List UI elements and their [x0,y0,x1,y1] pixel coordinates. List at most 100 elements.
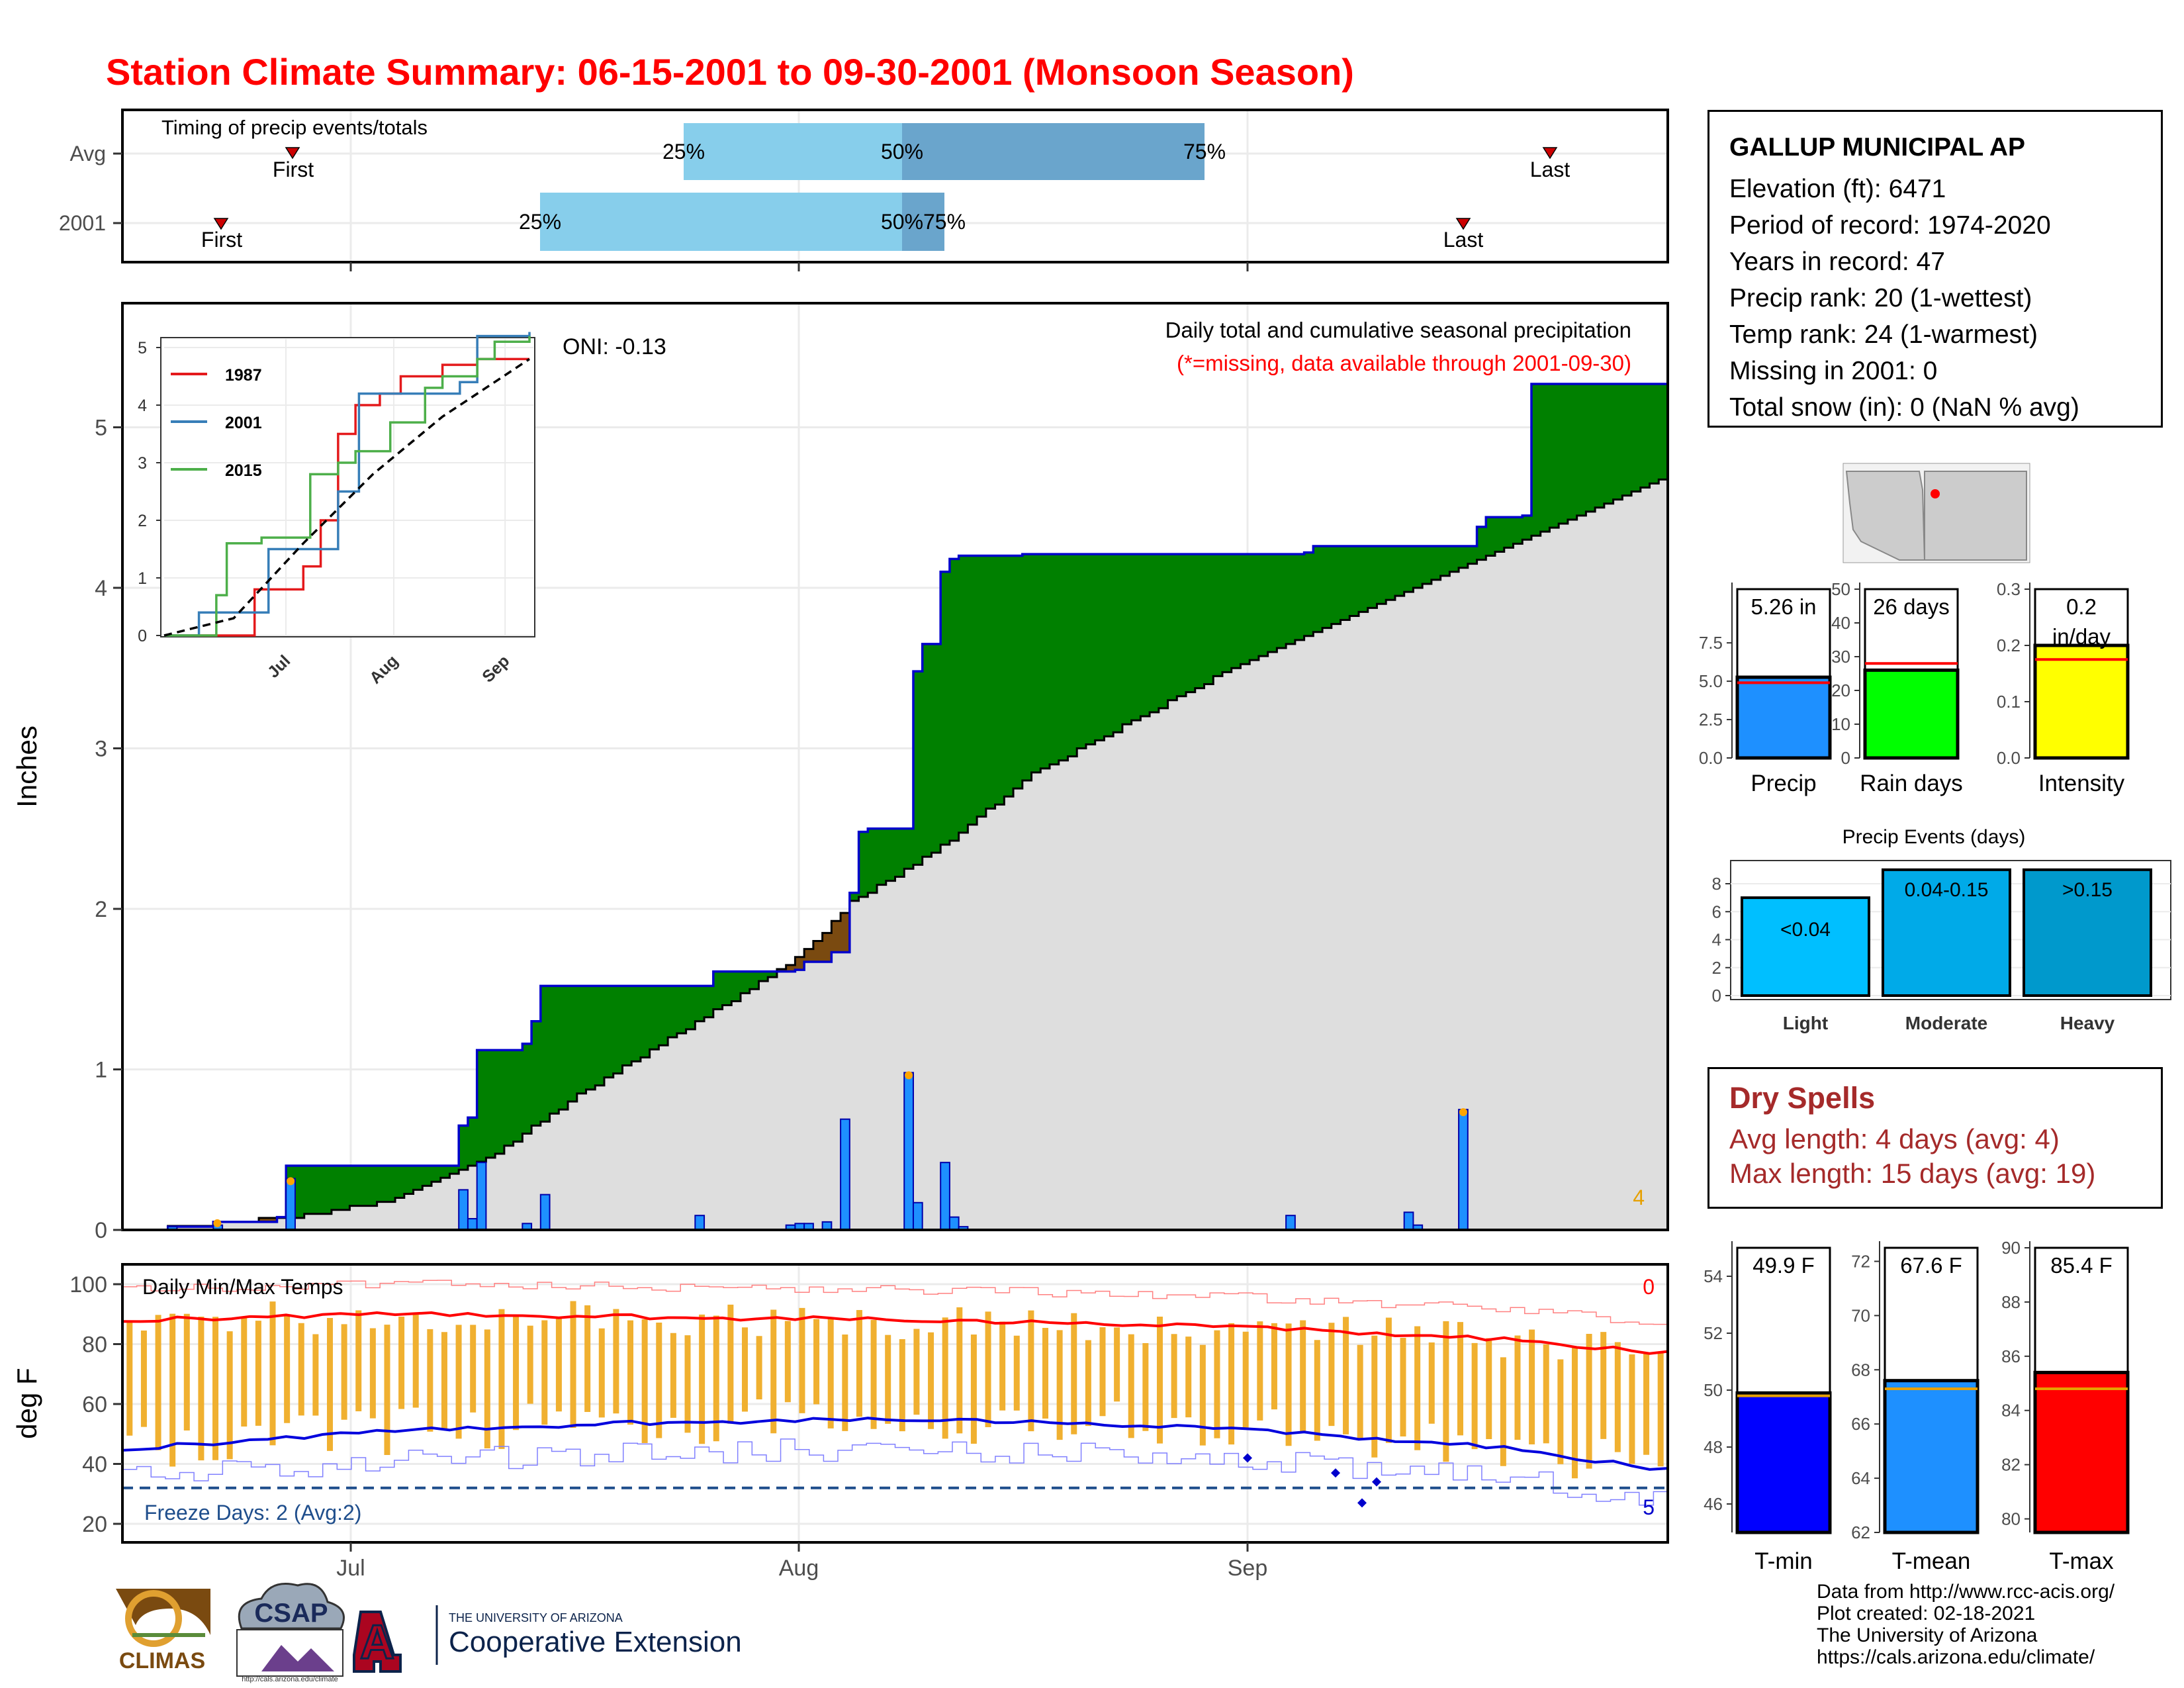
above-avg-segment [1659,384,1668,480]
above-avg-segment [559,986,569,1110]
csap-logo-text: CSAP [254,1599,328,1628]
above-avg-segment [849,892,860,901]
events-tick-label: 4 [1712,930,1721,950]
above-avg-segment [1131,554,1141,721]
above-avg-segment [1304,552,1314,636]
stat-tick-label: 70 [1851,1305,1870,1325]
above-avg-segment [395,1166,405,1198]
dry-spells-avg: Avg length: 4 days (avg: 4) [1729,1123,2060,1154]
above-avg-segment [513,1050,523,1142]
above-avg-segment [1404,545,1414,592]
ua-big-text: Cooperative Extension [449,1626,742,1658]
above-avg-segment [422,1166,432,1186]
stat-tick-label: 82 [2001,1455,2021,1475]
stat-tick-label: 46 [1704,1494,1723,1514]
timing-row-avg-label: Avg [69,142,106,165]
ua-logo: A THE UNIVERSITY OF ARIZONA Cooperative … [353,1605,742,1673]
above-avg-segment [1267,554,1277,652]
above-avg-segment [1549,384,1559,528]
above-avg-segment [377,1166,387,1202]
stat-tick-label: 20 [1831,680,1850,700]
climas-logo: CLIMAS [116,1589,210,1673]
stat-tick-label: 66 [1851,1414,1870,1434]
precip-caption: Daily total and cumulative seasonal prec… [1165,318,1631,342]
avg-first-label: First [273,158,314,181]
daily-temp-range-bars [126,1301,1664,1479]
station-name: GALLUP MUNICIPAL AP [1729,133,2026,162]
event-bar [1741,896,1870,997]
stat-value-box [1884,1246,1979,1382]
inset-line-avg [163,357,530,637]
event-bar-label: 0.04-0.15 [1905,879,1989,901]
stat-value-label: 0.2 [2066,594,2097,619]
above-avg-segment [1013,555,1023,789]
above-avg-segment [386,1166,396,1202]
event-bar [2023,868,2152,997]
daily-precip-bar [948,1216,960,1231]
above-avg-segment [1277,554,1287,648]
credit-data-source: Data from http://www.rcc-acis.org/ [1817,1581,2115,1603]
below-avg-segment [786,964,796,972]
stat-value-label: 26 days [1873,594,1950,619]
precip-events-chart: 0 2 4 6 8 <0.04 Light 0.04-0.15 Moderate >0.15 Hea… [1712,860,2171,1033]
above-avg-segment [576,986,587,1094]
stat-tick-label: 0.0 [1997,748,2021,768]
inset-y-tick: 3 [138,454,147,473]
above-avg-segment [1231,554,1242,669]
corner-count: 4 [1633,1186,1645,1209]
above-avg-segment [1322,545,1332,628]
avg-cumulative-area [122,479,1668,1230]
stat-bar [1883,1379,1979,1534]
2001-50-75-bar [902,193,944,251]
above-avg-segment [749,971,760,990]
above-avg-segment [977,555,987,817]
y-tick-label: 4 [95,576,107,601]
event-category-label: Moderate [1905,1013,1987,1033]
above-avg-segment [1204,554,1214,684]
event-category-label: Heavy [2060,1013,2115,1033]
avg-cumulative-line [122,478,1668,1231]
daily-precip-bar [476,1162,487,1231]
above-avg-segment [1504,517,1514,548]
stat-tick-label: 7.5 [1699,633,1723,653]
events-title: Precip Events (days) [1843,826,2026,848]
above-avg-segment [1622,384,1632,496]
above-avg-segment [1122,554,1132,725]
above-avg-segment [1559,384,1569,524]
info-snow: Total snow (in): 0 (NaN % avg) [1729,393,2079,422]
above-avg-segment [985,555,996,809]
above-avg-segment [1486,517,1496,556]
temp-y-label: deg F [11,1368,42,1438]
above-avg-segment [1031,554,1041,773]
above-avg-segment [1150,554,1160,712]
precip-panel: 0 1 2 3 4 5 Inches ONI: -0.13 Daily total and… [11,302,1669,1243]
above-avg-segment [1449,545,1459,572]
x-tick-aug: Aug [779,1556,819,1581]
avg-25-50-bar [684,123,902,180]
avg-50-75-bar [902,123,1205,180]
stat-label-tmin: T-min [1754,1548,1813,1574]
above-avg-segment [413,1166,423,1190]
above-avg-segment [1058,554,1069,761]
above-avg-segment [1286,554,1296,644]
stat-tick-label: 0.3 [1997,579,2021,599]
above-avg-segment [295,1166,305,1218]
info-period: Period of record: 1974-2020 [1729,211,2051,240]
above-avg-segment [1513,517,1523,544]
stat-tick-label: 72 [1851,1251,1870,1271]
above-avg-segment [695,986,705,1021]
above-avg-segment [1613,384,1623,500]
extreme-marker [905,1071,913,1080]
above-avg-segment [349,1166,359,1206]
precip-y-axis: 0 1 2 3 4 5 [95,416,122,1243]
above-avg-segment [1413,545,1423,588]
above-avg-segment [631,986,641,1062]
ua-letter: A [360,1616,394,1669]
hot-days-count: 0 [1643,1275,1655,1299]
t-y-tick-label: 100 [69,1272,107,1297]
event-bar-label: <0.04 [1780,919,1831,941]
stat-value-box [2034,588,2129,647]
above-avg-segment [1495,517,1505,552]
